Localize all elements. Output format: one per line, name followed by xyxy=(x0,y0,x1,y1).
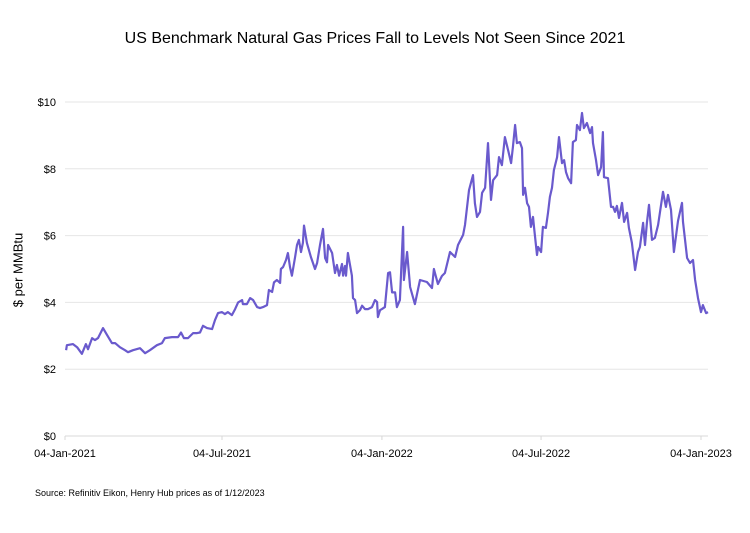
chart-title: US Benchmark Natural Gas Prices Fall to … xyxy=(124,30,626,47)
series-line-henry-hub xyxy=(65,111,709,355)
y-tick-label: $0 xyxy=(44,431,56,443)
source-note: Source: Refinitiv Eikon, Henry Hub price… xyxy=(35,488,265,498)
y-tick-label: $4 xyxy=(44,297,56,309)
y-tick-label: $10 xyxy=(38,97,56,109)
x-tick-label: 04-Jul-2021 xyxy=(193,448,251,460)
x-tick-label: 04-Jan-2023 xyxy=(670,448,732,460)
x-tick-label: 04-Jan-2021 xyxy=(34,448,96,460)
y-tick-label: $6 xyxy=(44,231,56,243)
x-tick-label: 04-Jul-2022 xyxy=(512,448,570,460)
y-tick-label: $8 xyxy=(44,164,56,176)
y-tick-label: $2 xyxy=(44,364,56,376)
x-tick-label: 04-Jan-2022 xyxy=(351,448,413,460)
